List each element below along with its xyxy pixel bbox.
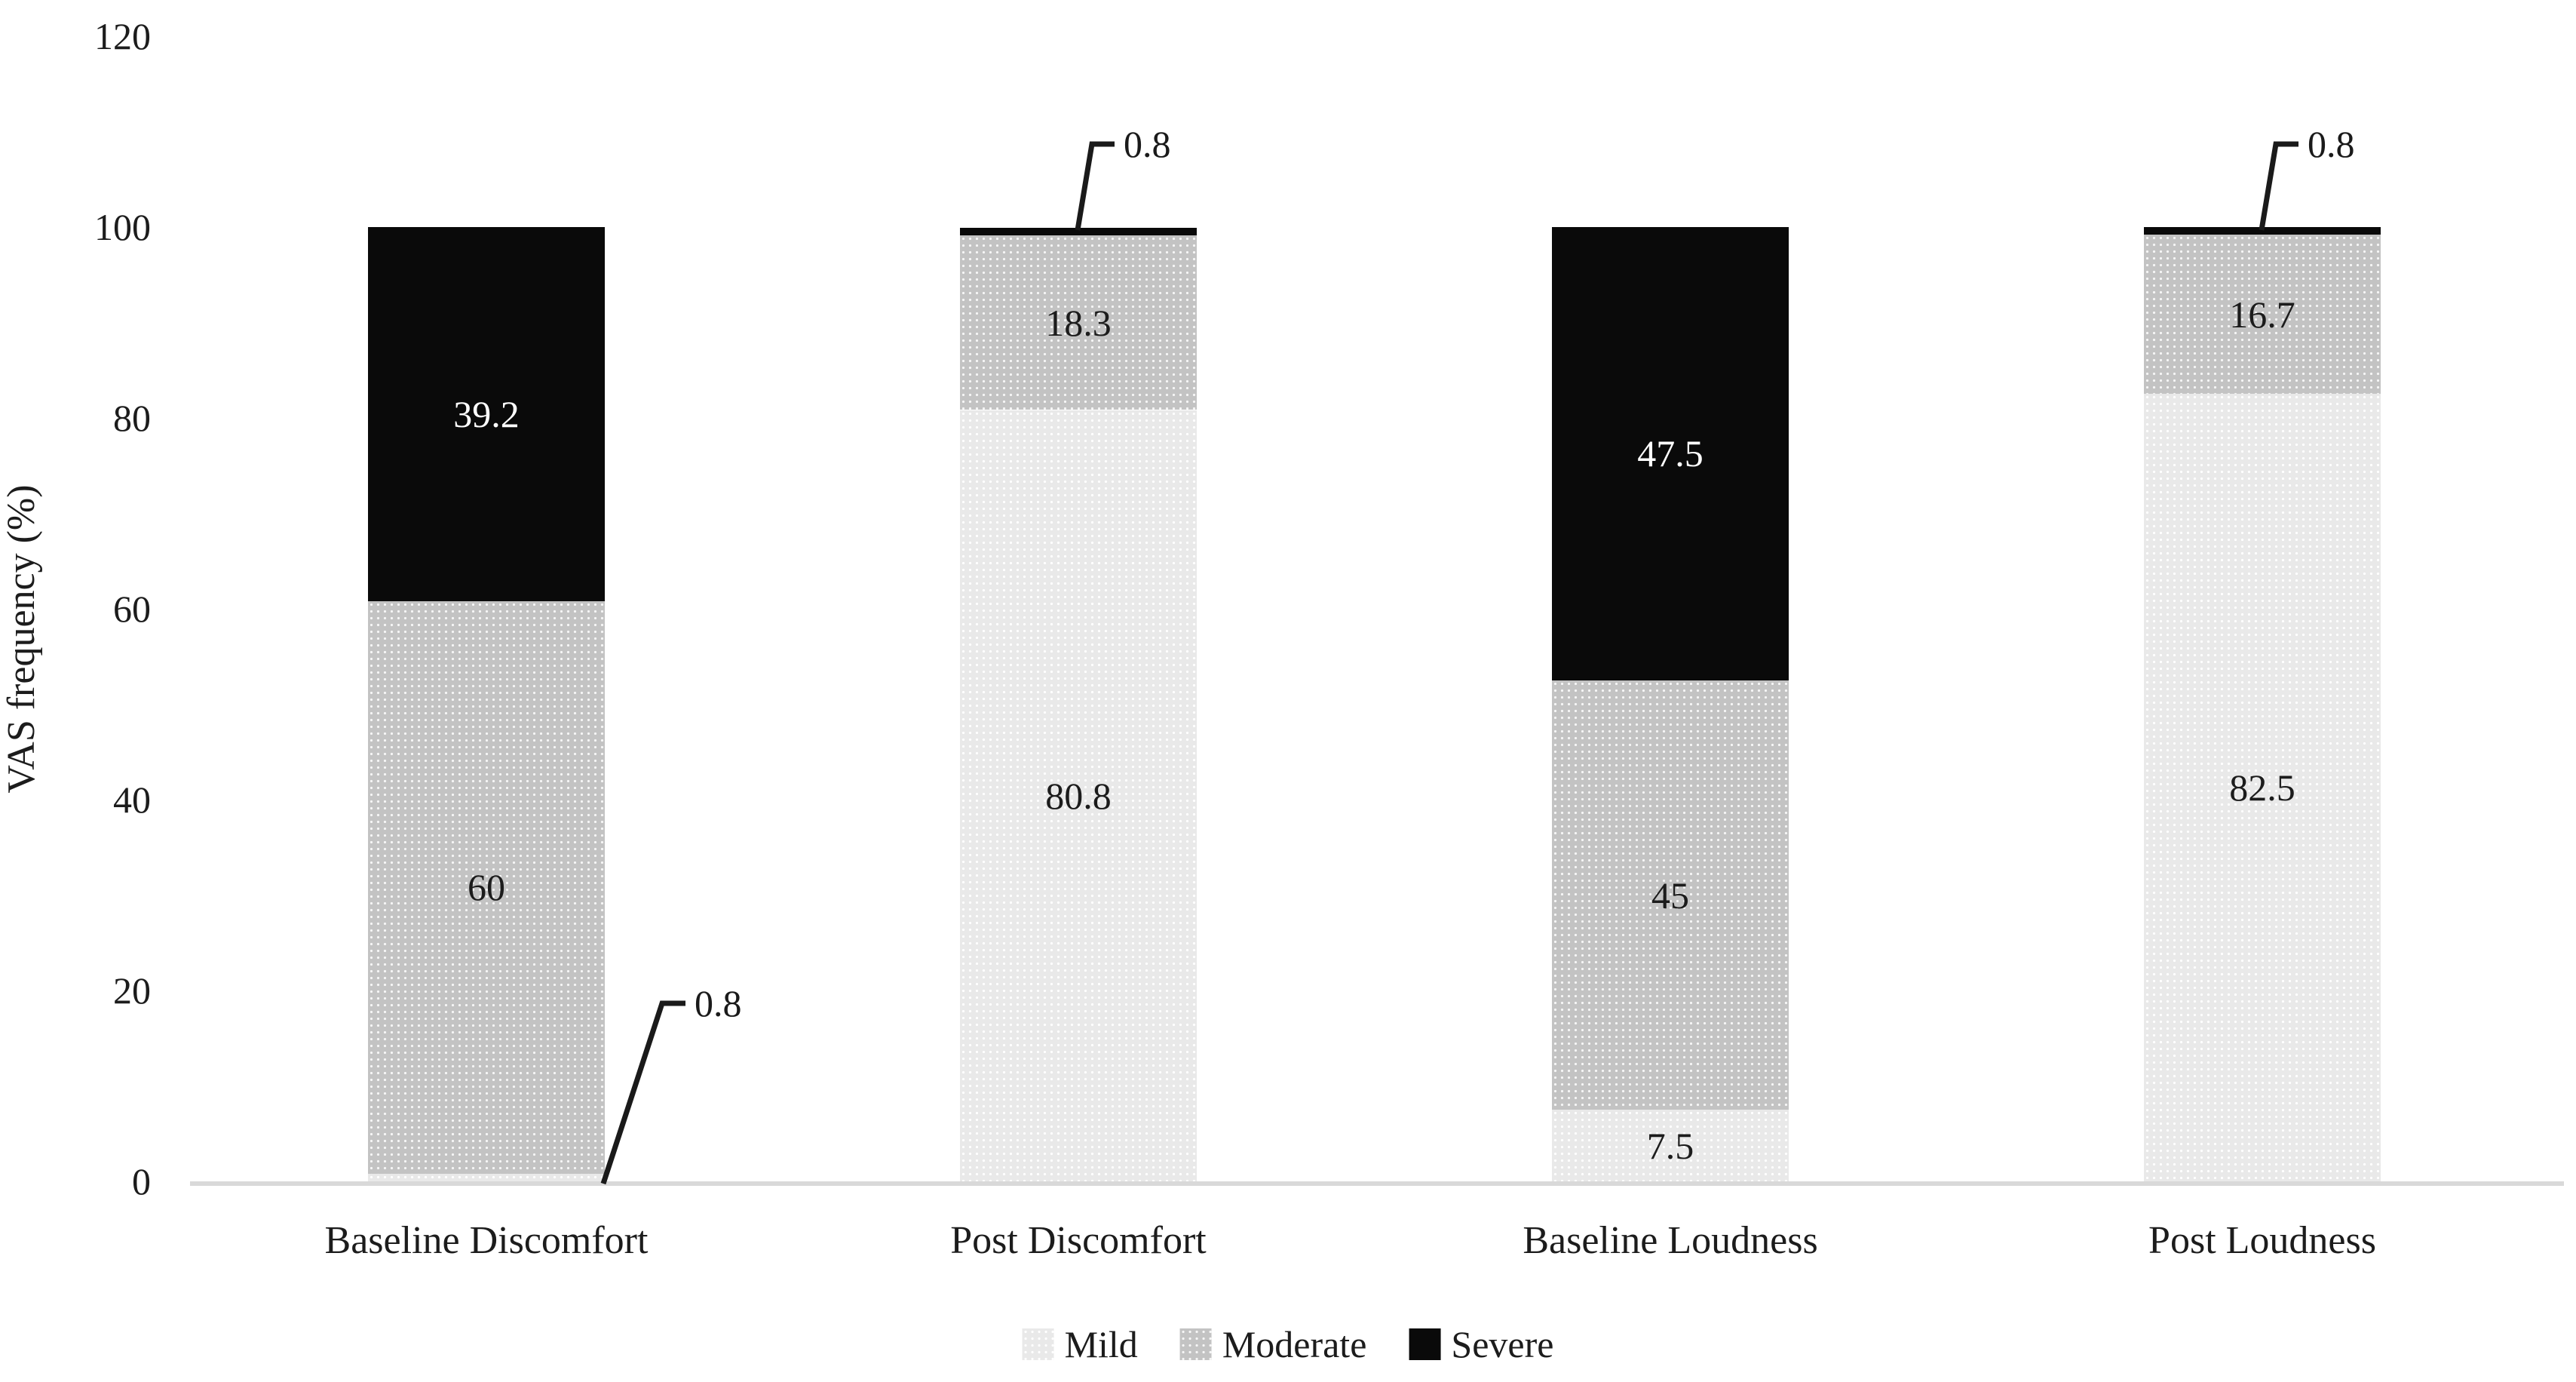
bar-segment-severe [2144, 227, 2381, 235]
callout-leader-line [2259, 141, 2298, 231]
segment-value-label: 80.8 [1045, 774, 1112, 817]
segment-value-label: 60 [468, 866, 505, 909]
segment-value-label: 7.5 [1646, 1124, 1694, 1167]
segment-value-label: 39.2 [453, 392, 520, 435]
legend-item-moderate: Moderate [1179, 1323, 1367, 1365]
legend-swatch-icon [1179, 1328, 1212, 1360]
bar-segment-severe [1552, 227, 1789, 680]
y-tick-label: 0 [132, 1160, 151, 1202]
x-category-label: Baseline Discomfort [324, 1219, 649, 1262]
segment-value-label: 16.7 [2229, 293, 2295, 336]
legend-item-severe: Severe [1409, 1325, 1553, 1364]
bar-segment-moderate [368, 600, 605, 1174]
legend-label: Moderate [1222, 1323, 1367, 1365]
y-tick-label: 20 [113, 969, 151, 1012]
segment-value-label: 45 [1651, 874, 1689, 917]
legend-label: Mild [1064, 1323, 1138, 1365]
bar-segment-mild [1552, 1110, 1789, 1182]
legend-swatch-icon [1022, 1328, 1054, 1360]
bar-segment-moderate [2144, 235, 2381, 395]
y-tick-label: 100 [94, 206, 151, 248]
bar-segment-mild [368, 1173, 605, 1181]
y-tick-label: 120 [94, 15, 151, 57]
callout-value-label: 0.8 [1124, 123, 1171, 165]
y-tick-label: 60 [113, 588, 151, 630]
segment-value-label: 47.5 [1637, 432, 1704, 475]
chart-legend: Mild Moderate Severe [1022, 1323, 1553, 1365]
callout-value-label: 0.8 [695, 982, 742, 1024]
x-category-label: Post Discomfort [950, 1219, 1207, 1262]
legend-swatch-icon [1409, 1328, 1441, 1360]
callout-leader-line [1075, 141, 1115, 231]
bar-segment-moderate [1552, 680, 1789, 1110]
bar-segment-mild [960, 410, 1197, 1181]
bar-segment-mild [2144, 394, 2381, 1182]
legend-label: Severe [1451, 1323, 1554, 1365]
callout-value-label: 0.8 [2308, 123, 2355, 165]
bar-segment-severe [368, 227, 605, 601]
x-category-label: Post Loudness [2148, 1219, 2376, 1262]
y-tick-label: 80 [113, 397, 151, 439]
callout-leader-line [600, 1000, 685, 1185]
segment-value-label: 18.3 [1045, 302, 1112, 345]
x-category-label: Baseline Loudness [1523, 1219, 1818, 1262]
legend-item-mild: Mild [1022, 1323, 1138, 1365]
y-tick-label: 40 [113, 779, 151, 821]
bar-segment-severe [960, 228, 1197, 236]
bar-segment-moderate [960, 235, 1197, 410]
x-axis-line [190, 1181, 2564, 1186]
segment-value-label: 82.5 [2229, 766, 2295, 809]
